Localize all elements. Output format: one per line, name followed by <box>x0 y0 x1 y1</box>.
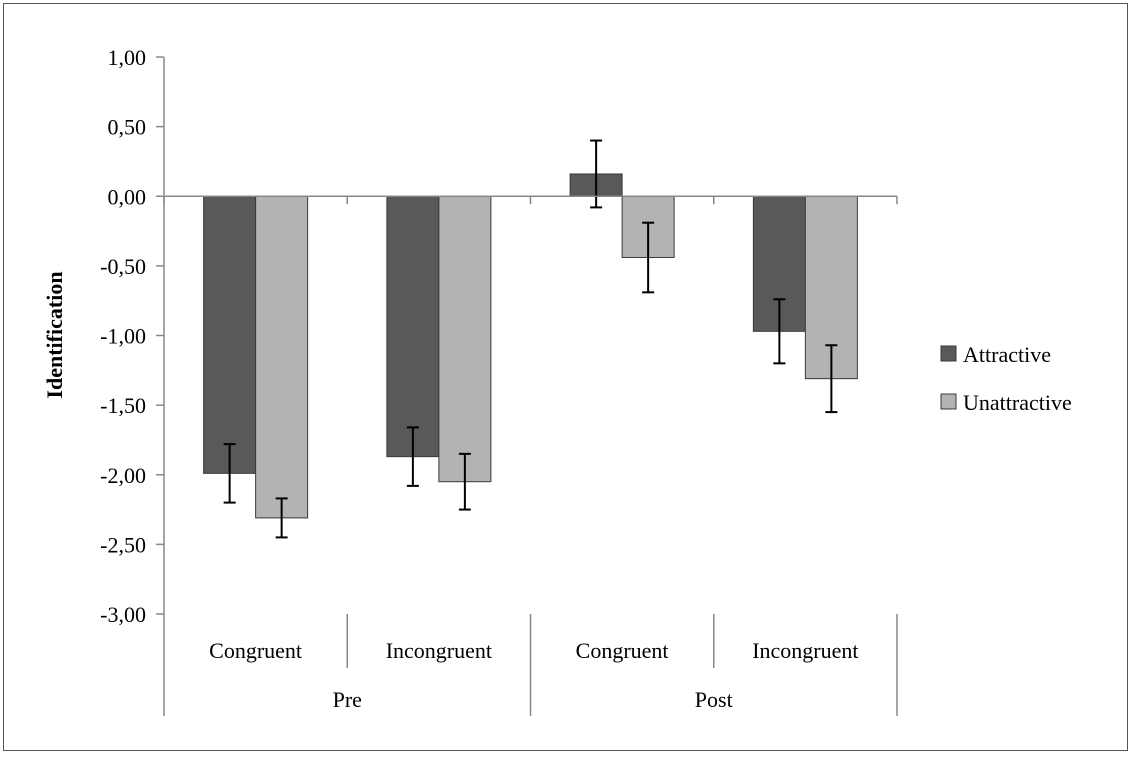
legend-label: Attractive <box>963 342 1051 367</box>
category-label: Incongruent <box>752 638 858 663</box>
y-tick-label: -1,00 <box>100 324 146 349</box>
y-tick-label: -2,50 <box>100 532 146 557</box>
legend-label: Unattractive <box>963 390 1072 415</box>
chart-frame <box>3 3 1128 751</box>
y-tick-label: 1,00 <box>108 45 147 70</box>
group-label: Post <box>695 687 733 712</box>
category-label: Congruent <box>209 638 302 663</box>
legend-swatch <box>940 393 957 410</box>
y-tick-label: -2,00 <box>100 463 146 488</box>
group-label: Pre <box>333 687 362 712</box>
bar <box>438 195 492 483</box>
y-tick-label: -3,00 <box>100 602 146 627</box>
category-label: Incongruent <box>386 638 492 663</box>
category-label: Congruent <box>576 638 669 663</box>
bar <box>255 195 309 519</box>
bar <box>203 195 257 474</box>
y-tick-label: 0,50 <box>108 115 147 140</box>
y-axis-label: Identification <box>42 271 67 398</box>
legend-swatch <box>940 345 957 362</box>
y-tick-label: -0,50 <box>100 254 146 279</box>
y-tick-label: -1,50 <box>100 393 146 418</box>
bar <box>386 195 440 458</box>
y-tick-label: 0,00 <box>108 184 147 209</box>
